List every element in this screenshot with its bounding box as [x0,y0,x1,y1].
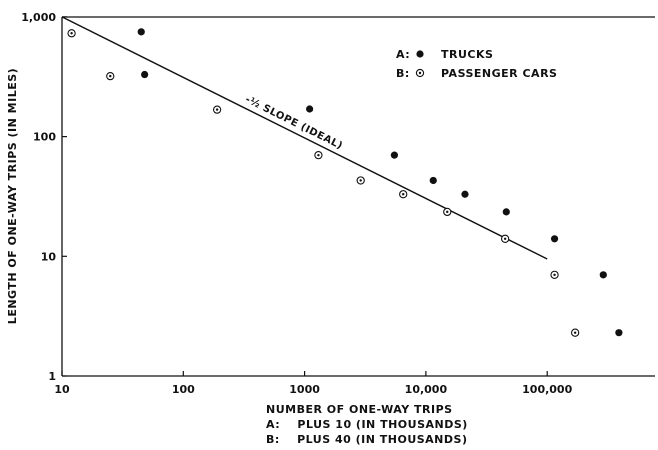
car-point-1 [106,71,115,81]
car-point-7 [500,234,510,243]
truck-point-2 [306,105,314,113]
y-tick-label-0: 1 [48,370,56,383]
truck-point-4 [429,176,437,185]
y-tick-label-1: 10 [41,250,57,263]
x-axis-label: NUMBER OF ONE-WAY TRIPS [266,403,453,416]
ideal-slope-line [61,16,548,260]
y-tick-label-2: 100 [33,131,56,144]
y-tick-label-3: 1,000 [21,11,56,24]
truck-point-8 [599,271,607,279]
x-tick-label-2: 1000 [289,383,320,396]
legend-prefix-1: B: [396,67,410,80]
truck-point-1 [141,70,149,79]
x-tick-label-3: 10,000 [405,383,448,396]
legend-marker-1 [415,68,425,78]
car-point-8 [550,270,559,279]
car-point-3 [314,150,323,160]
car-point-0 [67,29,76,38]
car-point-6 [443,207,452,217]
y-axis-label: LENGTH OF ONE-WAY TRIPS (IN MILES) [6,68,19,324]
legend-marker-0 [416,50,424,58]
x-tick-label-1: 100 [172,383,195,396]
car-point-5 [399,190,408,199]
x-axis-note-b: B: PLUS 40 (IN THOUSANDS) [266,433,467,446]
truck-point-0 [137,28,145,36]
data-points [67,28,623,337]
car-point-4 [356,176,365,185]
legend-label-0: TRUCKS [441,48,493,61]
car-point-2 [212,105,222,114]
truck-point-6 [502,208,510,216]
legend: A: TRUCKS B: PASSENGER CARS [396,48,557,80]
ideal-slope-label: -½ SLOPE (IDEAL) [243,94,344,152]
legend-label-1: PASSENGER CARS [441,67,557,80]
car-point-9 [571,328,580,337]
x-tick-label-0: 10 [54,383,70,396]
truck-point-7 [550,235,559,243]
truck-point-5 [461,190,469,198]
x-tick-label-4: 100,000 [522,383,572,396]
truck-point-9 [615,329,623,337]
truck-point-3 [390,151,399,159]
plot-frame [61,16,655,377]
x-axis-note-a: A: PLUS 10 (IN THOUSANDS) [266,418,468,431]
legend-prefix-0: A: [396,48,410,61]
